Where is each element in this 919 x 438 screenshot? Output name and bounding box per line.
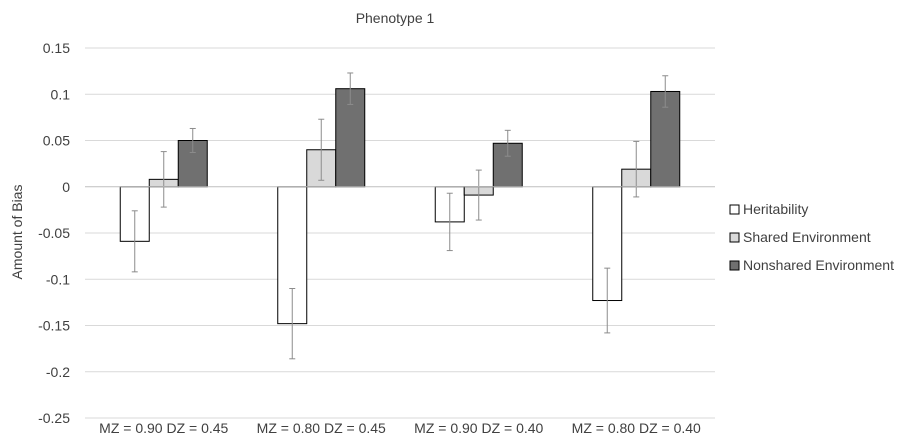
y-tick-label: -0.1 bbox=[46, 271, 70, 287]
x-tick-label: MZ = 0.80 DZ = 0.45 bbox=[257, 420, 386, 436]
legend-swatch bbox=[729, 260, 740, 271]
error-bars bbox=[131, 72, 669, 360]
y-tick-label: -0.15 bbox=[38, 318, 70, 334]
legend-label: Heritability bbox=[743, 201, 808, 217]
x-tick-label: MZ = 0.90 DZ = 0.45 bbox=[99, 420, 228, 436]
legend-label: Shared Environment bbox=[743, 229, 871, 245]
y-tick-label: -0.2 bbox=[46, 364, 70, 380]
bar bbox=[335, 88, 366, 188]
y-tick-label: 0 bbox=[62, 179, 70, 195]
legend-swatch bbox=[729, 232, 740, 243]
legend-swatch bbox=[729, 204, 740, 215]
chart-title: Phenotype 1 bbox=[356, 10, 435, 26]
x-tick-label: MZ = 0.80 DZ = 0.40 bbox=[572, 420, 701, 436]
y-tick-label: -0.25 bbox=[38, 410, 70, 426]
bars bbox=[119, 88, 681, 325]
legend-label: Nonshared Environment bbox=[743, 257, 894, 273]
legend: Heritability Shared Environment Nonshared … bbox=[729, 201, 894, 273]
y-tick-label: 0.1 bbox=[51, 86, 71, 102]
y-axis-title: Amount of Bias bbox=[9, 185, 25, 280]
bar bbox=[650, 90, 681, 188]
x-tick-labels: MZ = 0.90 DZ = 0.45 MZ = 0.80 DZ = 0.45 MZ… bbox=[99, 420, 701, 436]
y-tick-label: 0.05 bbox=[43, 133, 70, 149]
y-tick-labels: 0.15 0.1 0.05 0 -0.05 -0.1 -0.15 -0.2 -0.25 bbox=[38, 40, 70, 426]
y-tick-label: -0.05 bbox=[38, 225, 70, 241]
bar bbox=[492, 142, 523, 188]
x-tick-label: MZ = 0.90 DZ = 0.40 bbox=[414, 420, 543, 436]
y-tick-label: 0.15 bbox=[43, 40, 70, 56]
